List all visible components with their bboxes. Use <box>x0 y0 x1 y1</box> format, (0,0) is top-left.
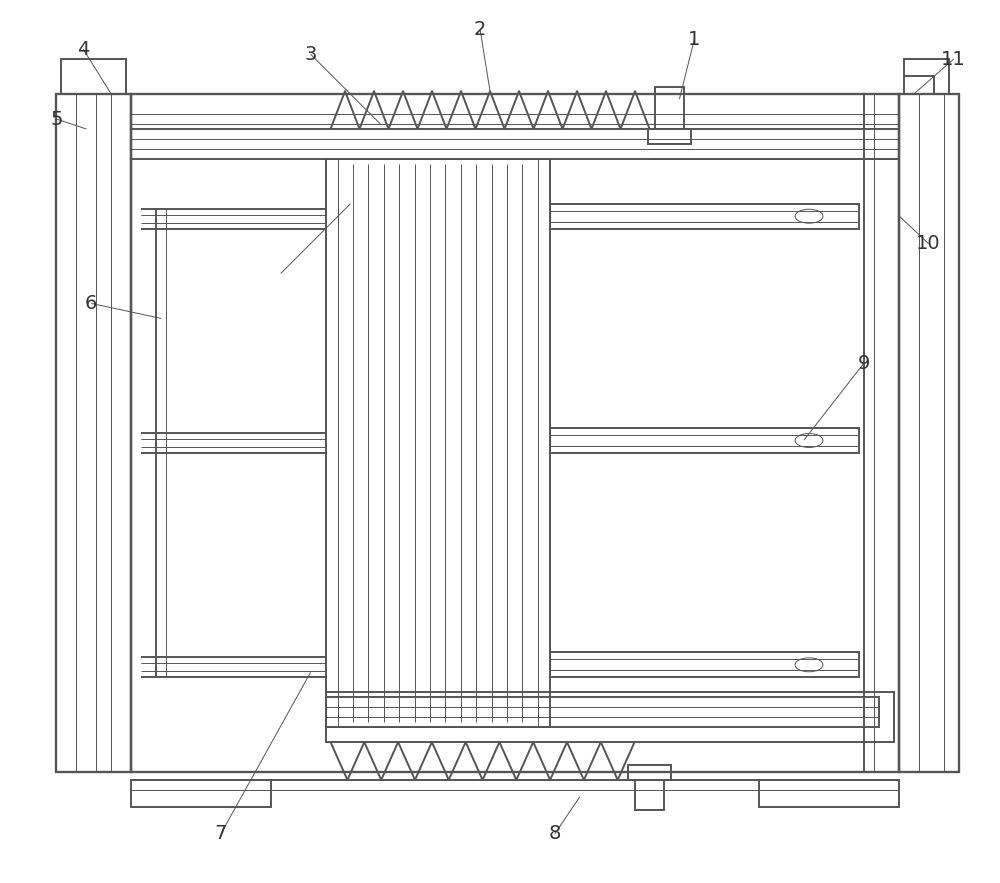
Bar <box>56 94 131 772</box>
Bar <box>326 159 550 727</box>
Bar <box>61 59 126 94</box>
Bar <box>550 653 859 677</box>
Text: 7: 7 <box>215 824 227 843</box>
Text: 6: 6 <box>85 294 97 313</box>
Bar <box>550 428 859 453</box>
Bar <box>759 780 899 807</box>
Bar <box>635 780 664 810</box>
Bar <box>131 94 899 772</box>
Bar <box>326 692 894 742</box>
Text: 8: 8 <box>549 824 561 843</box>
Text: 9: 9 <box>858 354 870 373</box>
Bar <box>904 59 949 94</box>
Text: 4: 4 <box>77 40 90 59</box>
Text: 5: 5 <box>50 109 63 129</box>
Bar <box>131 780 271 807</box>
Bar <box>550 204 859 229</box>
Bar <box>326 698 879 727</box>
Text: 11: 11 <box>941 49 966 69</box>
Bar <box>899 94 959 772</box>
Text: 3: 3 <box>304 45 317 64</box>
Bar <box>628 765 671 780</box>
Bar <box>648 129 691 144</box>
Text: 1: 1 <box>688 30 701 49</box>
Text: 10: 10 <box>916 234 941 253</box>
Text: 2: 2 <box>474 19 486 39</box>
Bar <box>655 87 684 129</box>
